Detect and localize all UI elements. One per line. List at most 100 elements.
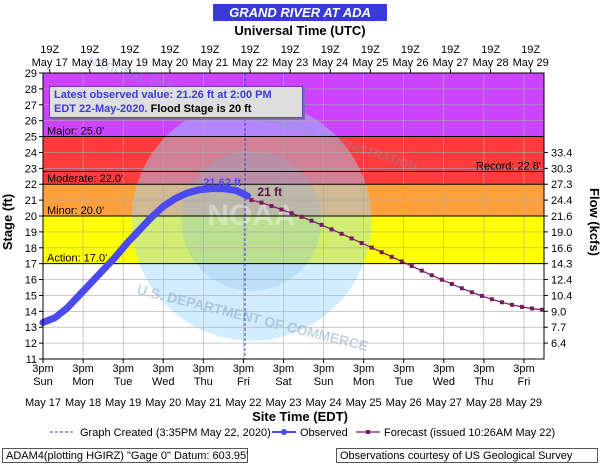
top-date-label: May 20 — [152, 57, 188, 69]
bottom-day-label: Wed — [433, 376, 455, 388]
left-tick-label: 28 — [25, 84, 37, 96]
forecast-point — [419, 268, 424, 273]
forecast-point — [499, 300, 504, 305]
bottom-date-label: May 19 — [105, 397, 141, 409]
right-tick-label: 33.4 — [551, 147, 572, 159]
y-axis-label-right: Flow (kcfs) — [587, 188, 600, 256]
top-hour-label: 19Z — [80, 44, 99, 56]
right-tick-label: 19.0 — [551, 227, 572, 239]
bottom-day-label: Wed — [152, 376, 174, 388]
right-tick-label: 16.6 — [551, 243, 572, 255]
legend-created-label: Graph Created (3:35PM May 22, 2020) — [80, 427, 271, 439]
forecast-point — [339, 231, 344, 236]
left-tick-label: 29 — [25, 68, 37, 80]
bottom-date-label: May 27 — [426, 397, 462, 409]
bottom-axis-label: Site Time (EDT) — [252, 409, 348, 424]
top-date-label: May 21 — [192, 57, 228, 69]
forecast-point — [309, 218, 314, 223]
bottom-hour-label: 3pm — [112, 363, 133, 375]
footer-credit: Observations courtesy of US Geological S… — [336, 448, 598, 463]
forecast-point — [359, 241, 364, 246]
forecast-point — [449, 282, 454, 287]
top-hour-label: 19Z — [160, 44, 179, 56]
bottom-date-label: May 29 — [506, 397, 542, 409]
left-tick-label: 27 — [25, 100, 37, 112]
top-axis-label: Universal Time (UTC) — [234, 23, 365, 38]
bottom-day-label: Fri — [518, 376, 531, 388]
left-tick-label: 18 — [25, 243, 37, 255]
forecast-point — [409, 264, 414, 269]
forecast-point — [459, 286, 464, 291]
right-tick-label: 7.7 — [551, 322, 566, 334]
annotation-observed-crest: 21.62 ft — [203, 177, 241, 189]
right-tick-label: 10.4 — [551, 290, 572, 302]
top-hour-label: 19Z — [401, 44, 420, 56]
annotation-forecast-start: 21 ft — [257, 185, 282, 199]
forecast-point — [279, 207, 284, 212]
bottom-hour-label: 3pm — [393, 363, 414, 375]
forecast-point — [509, 302, 514, 307]
top-date-label: May 22 — [232, 57, 268, 69]
top-hour-label: 19Z — [281, 44, 300, 56]
chart-title: GRAND RIVER AT ADA — [229, 5, 371, 20]
left-tick-label: 17 — [25, 259, 37, 271]
right-tick-label: 27.3 — [551, 179, 572, 191]
bottom-day-label: Thu — [474, 376, 493, 388]
watermark-logo: NOAA — [207, 199, 295, 232]
bottom-day-label: Sat — [275, 376, 292, 388]
left-tick-label: 24 — [25, 147, 37, 159]
zone-moderate — [43, 136, 544, 185]
bottom-hour-label: 3pm — [473, 363, 494, 375]
bottom-date-label: May 28 — [466, 397, 502, 409]
top-hour-label: 19Z — [40, 44, 59, 56]
top-date-label: May 18 — [72, 57, 108, 69]
forecast-point — [289, 211, 294, 216]
forecast-point — [539, 307, 544, 312]
left-tick-label: 16 — [25, 275, 37, 287]
top-hour-label: 19Z — [481, 44, 500, 56]
threshold-label: Moderate: 22.0' — [47, 173, 123, 185]
forecast-point — [529, 306, 534, 311]
bottom-day-label: Tue — [394, 376, 413, 388]
y-axis-label-left: Stage (ft) — [0, 194, 15, 250]
legend-observed-label: Observed — [300, 427, 348, 439]
forecast-point — [379, 250, 384, 255]
bottom-day-label: Mon — [353, 376, 374, 388]
threshold-label: Major: 25.0' — [47, 126, 104, 138]
forecast-point — [429, 273, 434, 278]
top-hour-label: 19Z — [120, 44, 139, 56]
top-date-label: May 28 — [473, 57, 509, 69]
forecast-point — [479, 293, 484, 298]
top-hour-label: 19Z — [321, 44, 340, 56]
bottom-date-label: May 24 — [306, 397, 342, 409]
record-label: Record: 22.8' — [476, 161, 541, 173]
right-tick-label: 9.0 — [551, 306, 566, 318]
bottom-date-label: May 25 — [346, 397, 382, 409]
left-tick-label: 23 — [25, 163, 37, 175]
bottom-hour-label: 3pm — [233, 363, 254, 375]
top-date-label: May 29 — [513, 57, 549, 69]
forecast-point — [299, 214, 304, 219]
latest-value-box: Latest observed value: 21.26 ft at 2:00 … — [49, 86, 303, 118]
forecast-point — [249, 198, 254, 203]
bottom-day-label: Thu — [194, 376, 213, 388]
top-date-label: May 24 — [312, 57, 348, 69]
stage-threshold-lines: Action: 17.0' Minor: 20.0' Moderate: 22.0'… — [43, 126, 544, 265]
left-tick-label: 15 — [25, 290, 37, 302]
right-tick-label: 14.3 — [551, 259, 572, 271]
observed-line — [39, 185, 251, 326]
flood-stage-text: Flood Stage is 20 ft — [147, 103, 252, 115]
forecast-point — [399, 259, 404, 264]
top-hour-label: 19Z — [441, 44, 460, 56]
footer-datum: ADAM4(plotting HGIRZ) "Gage 0" Datum: 60… — [2, 448, 248, 463]
latest-value-line2: EDT 22-May-2020. Flood Stage is 20 ft — [54, 102, 298, 116]
bottom-hour-label: 3pm — [513, 363, 534, 375]
forecast-point — [489, 297, 494, 302]
left-tick-label: 14 — [25, 306, 37, 318]
top-date-label: May 25 — [352, 57, 388, 69]
right-tick-label: 24.4 — [551, 195, 572, 207]
latest-value-date: EDT 22-May-2020. — [54, 103, 148, 115]
threshold-label: Minor: 20.0' — [47, 205, 104, 217]
